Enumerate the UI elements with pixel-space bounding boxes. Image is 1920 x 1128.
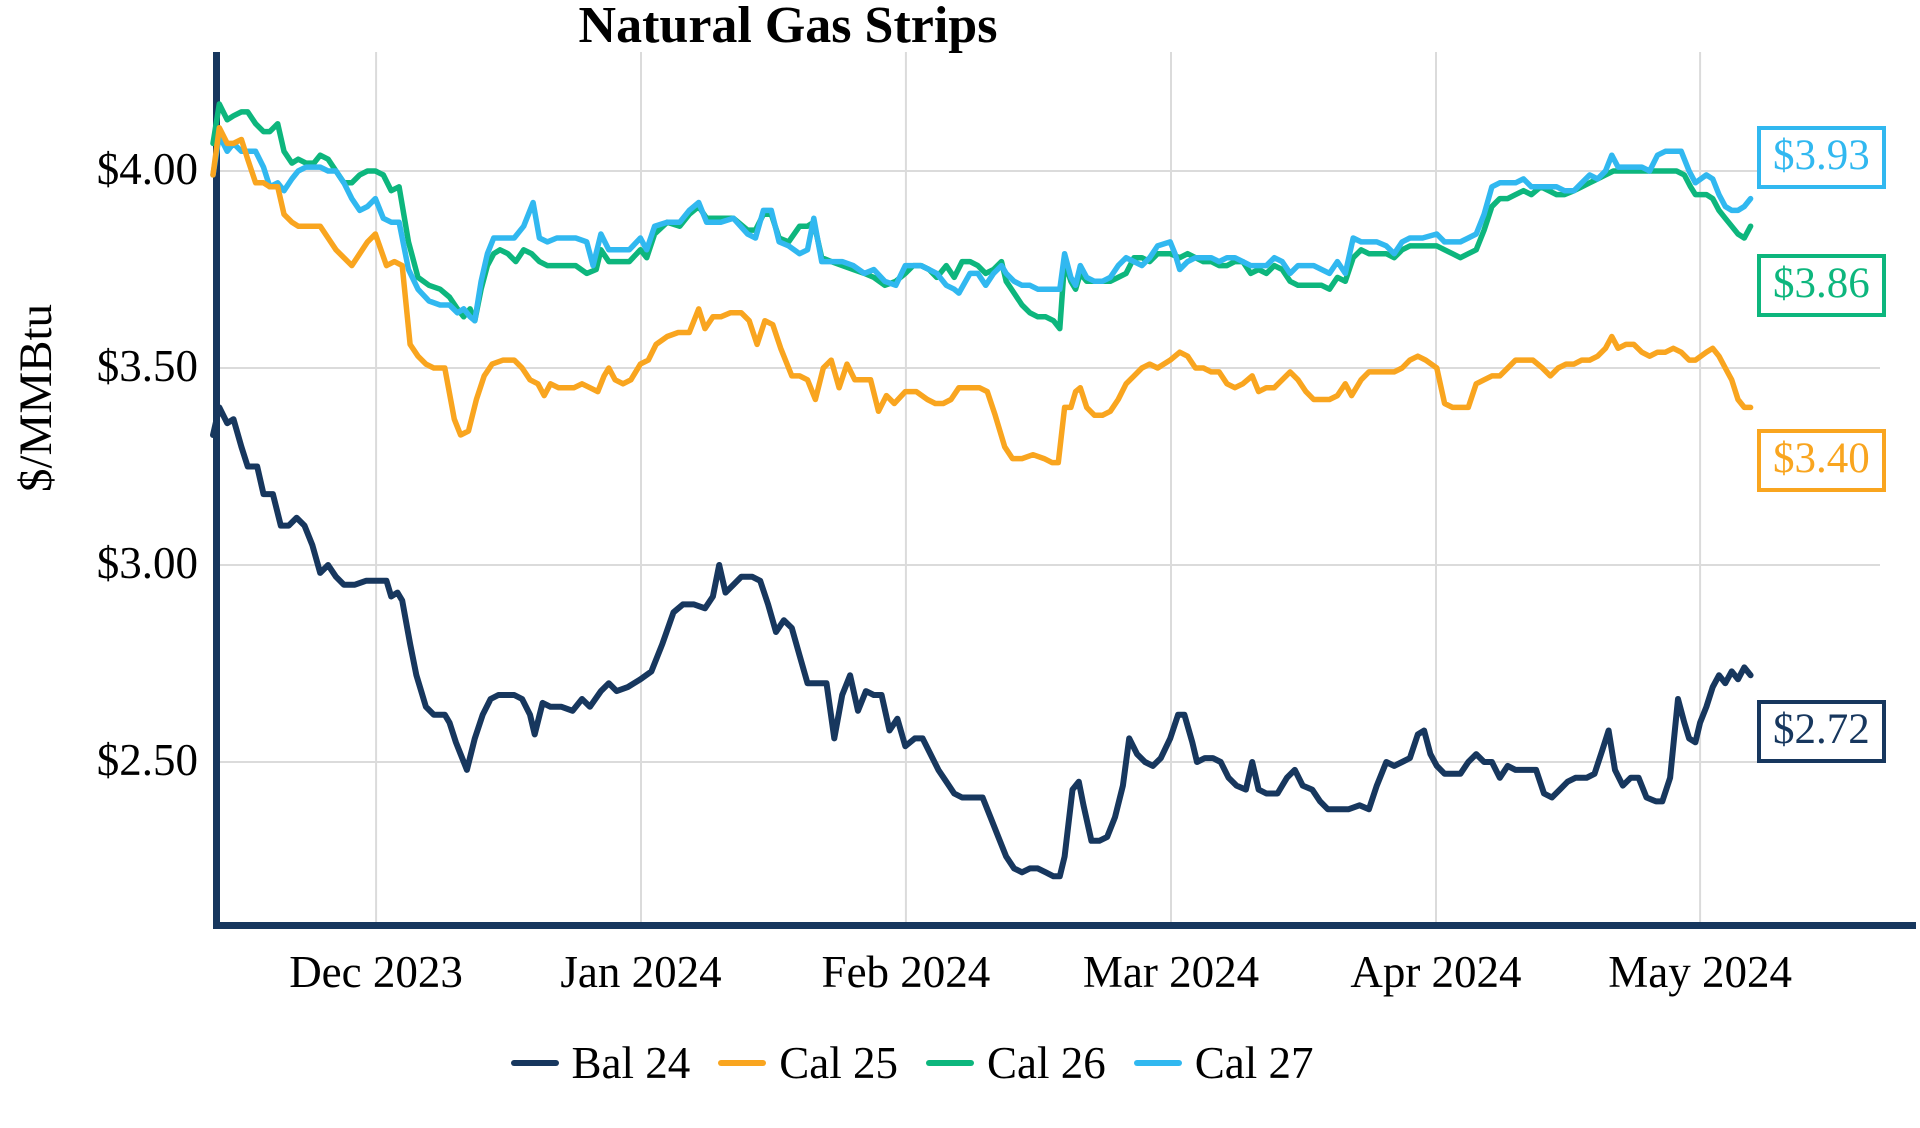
end-label-cal-26: $3.86 bbox=[1757, 254, 1886, 317]
y-tick-label: $2.50 bbox=[96, 734, 198, 785]
legend-item-cal-26: Cal 26 bbox=[926, 1037, 1106, 1089]
x-tick-label: May 2024 bbox=[1608, 947, 1792, 997]
series-line-bal-24 bbox=[210, 404, 1754, 880]
series-line-cal-26 bbox=[210, 101, 1754, 332]
end-label-bal-24: $2.72 bbox=[1757, 700, 1886, 763]
legend-swatch-cal-25 bbox=[718, 1060, 767, 1066]
legend-swatch-cal-27 bbox=[1133, 1060, 1182, 1066]
x-tick-label: Jan 2024 bbox=[560, 947, 722, 997]
series-line-cal-25 bbox=[210, 124, 1754, 466]
series-line-cal-27 bbox=[210, 132, 1754, 324]
legend-label-cal-27: Cal 27 bbox=[1194, 1038, 1314, 1088]
legend-item-cal-27: Cal 27 bbox=[1133, 1037, 1314, 1089]
y-tick-label: $4.00 bbox=[96, 143, 198, 194]
y-tick-label: $3.00 bbox=[96, 537, 198, 588]
legend-swatch-bal-24 bbox=[510, 1060, 559, 1066]
x-tick-label: Dec 2023 bbox=[289, 947, 463, 997]
legend: Bal 24 Cal 25 Cal 26 Cal 27 bbox=[0, 1037, 1872, 1089]
chart-title: Natural Gas Strips bbox=[578, 0, 998, 54]
x-tick-label: Apr 2024 bbox=[1350, 947, 1522, 997]
x-tick-label: Feb 2024 bbox=[821, 947, 991, 997]
y-tick-label: $3.50 bbox=[96, 340, 198, 391]
legend-item-bal-24: Bal 24 bbox=[510, 1037, 691, 1089]
end-label-cal-27: $3.93 bbox=[1757, 126, 1886, 189]
legend-label-bal-24: Bal 24 bbox=[571, 1038, 691, 1088]
legend-swatch-cal-26 bbox=[926, 1060, 974, 1066]
end-label-cal-25: $3.40 bbox=[1757, 429, 1886, 492]
legend-label-cal-26: Cal 26 bbox=[987, 1038, 1106, 1088]
legend-item-cal-25: Cal 25 bbox=[718, 1037, 898, 1089]
x-tick-label: Mar 2024 bbox=[1082, 947, 1260, 997]
legend-label-cal-25: Cal 25 bbox=[779, 1038, 898, 1088]
x-axis-line bbox=[213, 922, 1916, 929]
y-axis-line bbox=[213, 52, 220, 929]
